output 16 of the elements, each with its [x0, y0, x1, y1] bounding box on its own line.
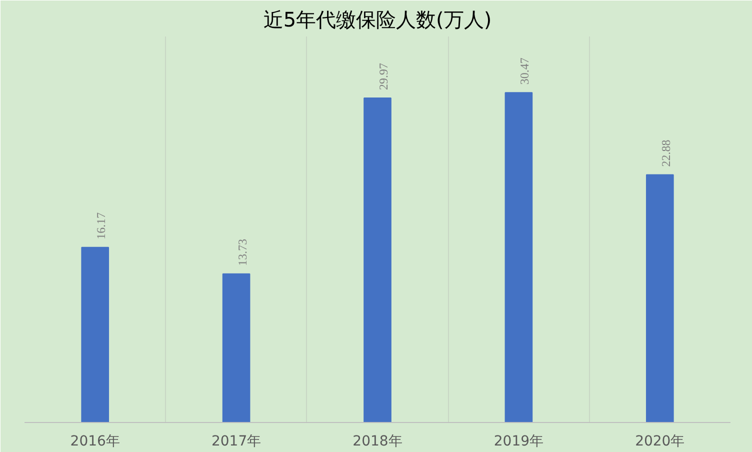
- data-label: 13.73: [235, 238, 250, 266]
- data-label: 29.97: [376, 63, 390, 90]
- chart-title: 近5年代缴保险人数(万人): [263, 8, 492, 32]
- bar: [222, 273, 250, 422]
- bar: [364, 98, 392, 422]
- x-tick-label: 2020年: [635, 434, 685, 450]
- bar: [504, 92, 533, 422]
- x-tick-label: 2019年: [494, 434, 544, 450]
- x-tick-label: 2016年: [70, 434, 120, 450]
- data-label: 16.17: [94, 212, 108, 240]
- x-tick-label: 2017年: [211, 434, 262, 450]
- data-label: 30.47: [518, 58, 532, 85]
- bar: [646, 174, 674, 422]
- bar: [81, 246, 110, 422]
- data-label: 22.88: [658, 140, 673, 167]
- x-tick-label: 2018年: [352, 434, 402, 450]
